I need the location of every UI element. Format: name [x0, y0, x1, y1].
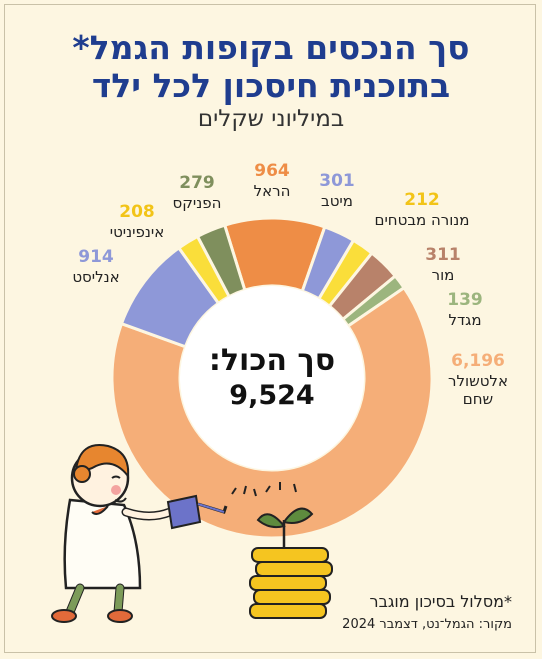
watering-can-icon	[166, 482, 297, 530]
slice-name-label: הראל	[254, 182, 291, 200]
girl-illustration	[51, 444, 175, 623]
slice-name-label: אלטשולר	[448, 372, 508, 390]
slice-name-label: שחם	[463, 390, 493, 408]
slice-value-label: 279	[179, 173, 215, 193]
slice-value-label: 208	[119, 202, 155, 222]
slice-value-label: 139	[447, 290, 483, 310]
donut-slices	[110, 216, 434, 540]
chart-subtitle: במיליוני שקלים	[197, 106, 345, 132]
slice-name-label: אנליסט	[72, 268, 119, 286]
slice-value-label: 6,196	[451, 351, 505, 371]
donut-hole	[180, 286, 364, 470]
slice-name-label: מגדל	[448, 311, 481, 329]
slice-name-label: הפניקס	[173, 194, 222, 212]
slice-name-label: אינפיניטי	[110, 223, 165, 241]
source-note: מקור: הגמל־נט, דצמבר 2024	[342, 617, 512, 632]
slice-name-label: מנורה מבטחים	[374, 211, 469, 229]
sprout-icon	[256, 507, 314, 548]
frame-border	[4, 4, 536, 653]
total-value: 9,524	[229, 380, 314, 411]
slice-name-label: מור	[432, 266, 455, 284]
slice-name-label: מיטב	[321, 192, 353, 210]
slice-value-label: 964	[254, 161, 290, 181]
slice-value-label: 311	[425, 245, 461, 265]
chart-title-line1: סך הנכסים בקופות הגמל*	[72, 28, 470, 67]
chart-title-line2: בתוכנית חיסכון לכל ילד	[91, 66, 451, 105]
total-label: סך הכול:	[209, 343, 335, 378]
coin-stack-icon	[249, 547, 333, 619]
footnote: *מסלול בסיכון מוגבר	[369, 592, 512, 611]
slice-value-label: 212	[404, 190, 440, 210]
slice-value-label: 914	[78, 247, 114, 267]
slice-value-label: 301	[319, 171, 355, 191]
